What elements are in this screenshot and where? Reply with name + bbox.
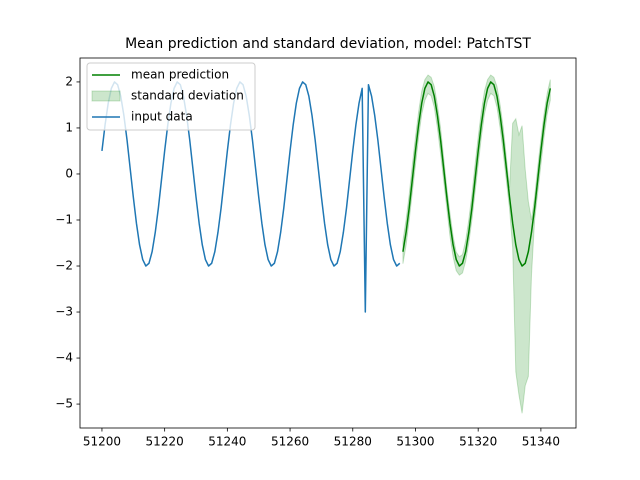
legend-swatch: [91, 90, 121, 102]
x-tick-label: 51280: [334, 435, 372, 449]
y-tick-label: −5: [55, 397, 73, 411]
x-tick-label: 51260: [271, 435, 309, 449]
y-tick-label: 0: [65, 166, 73, 180]
x-tick-label: 51240: [208, 435, 246, 449]
legend-label: mean prediction: [131, 68, 229, 82]
legend-label: standard deviation: [131, 89, 244, 103]
y-tick-label: −2: [55, 259, 73, 273]
std-band: [402, 74, 551, 414]
y-tick-label: −1: [55, 212, 73, 226]
y-tick-label: −4: [55, 351, 73, 365]
x-tick-label: 51200: [83, 435, 121, 449]
chart-title: Mean prediction and standard deviation, …: [125, 36, 531, 52]
legend-label: input data: [131, 110, 193, 124]
x-tick-label: 51220: [146, 435, 184, 449]
series-line: [402, 81, 552, 267]
x-tick-label: 51340: [522, 435, 560, 449]
y-tick-label: 1: [65, 120, 73, 134]
legend-box: [86, 62, 256, 131]
y-tick-label: −3: [55, 305, 73, 319]
y-tick-label: 2: [65, 74, 73, 88]
x-tick-label: 51300: [396, 435, 434, 449]
axes-frame: [79, 57, 577, 429]
x-tick-label: 51320: [459, 435, 497, 449]
